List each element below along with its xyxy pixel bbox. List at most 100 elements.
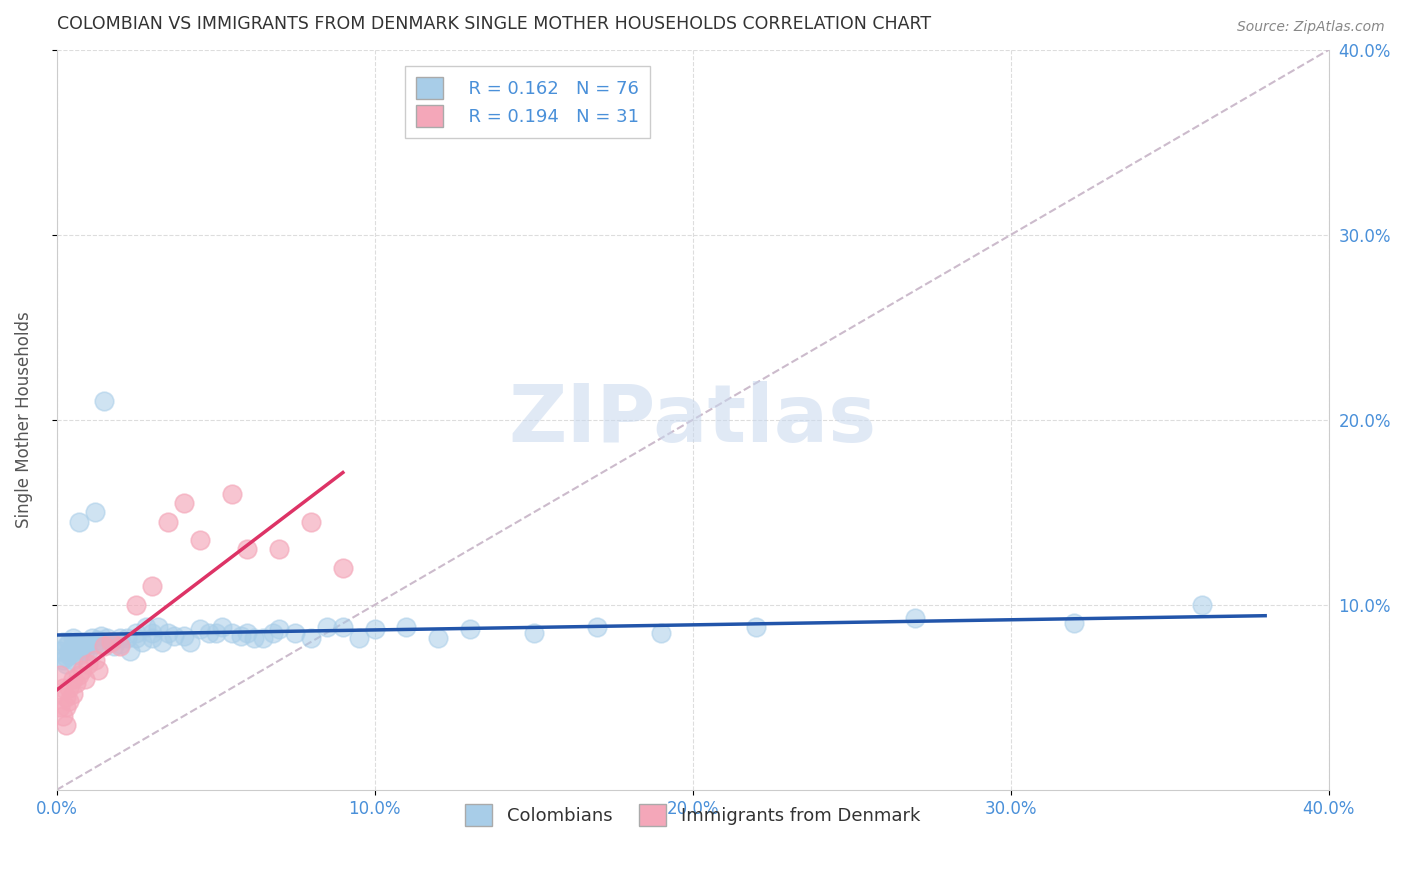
- Point: [427, 631, 450, 645]
- Point: [70, 635, 93, 649]
- Point: [332, 561, 354, 575]
- Point: [77, 644, 100, 658]
- Point: [198, 625, 221, 640]
- Point: [77, 657, 100, 672]
- Point: [90, 629, 112, 643]
- Point: [87, 663, 110, 677]
- Text: COLOMBIAN VS IMMIGRANTS FROM DENMARK SINGLE MOTHER HOUSEHOLDS CORRELATION CHART: COLOMBIAN VS IMMIGRANTS FROM DENMARK SIN…: [56, 15, 931, 33]
- Point: [49, 644, 72, 658]
- Point: [62, 639, 84, 653]
- Point: [163, 629, 186, 643]
- Point: [316, 620, 339, 634]
- Point: [67, 668, 90, 682]
- Point: [650, 625, 672, 640]
- Point: [103, 639, 125, 653]
- Point: [262, 625, 284, 640]
- Point: [55, 718, 77, 732]
- Point: [62, 653, 84, 667]
- Point: [269, 542, 291, 557]
- Point: [745, 620, 768, 634]
- Point: [395, 620, 418, 634]
- Legend: Colombians, Immigrants from Denmark: Colombians, Immigrants from Denmark: [454, 793, 931, 837]
- Point: [55, 690, 77, 705]
- Point: [75, 672, 97, 686]
- Point: [173, 629, 195, 643]
- Point: [110, 637, 132, 651]
- Point: [58, 694, 80, 708]
- Point: [55, 657, 77, 672]
- Point: [188, 533, 211, 548]
- Point: [243, 631, 266, 645]
- Point: [77, 635, 100, 649]
- Point: [252, 631, 274, 645]
- Point: [55, 649, 77, 664]
- Point: [49, 668, 72, 682]
- Point: [87, 633, 110, 648]
- Point: [93, 394, 115, 409]
- Point: [52, 635, 75, 649]
- Point: [131, 635, 153, 649]
- Point: [62, 687, 84, 701]
- Point: [100, 635, 122, 649]
- Point: [141, 631, 163, 645]
- Text: Source: ZipAtlas.com: Source: ZipAtlas.com: [1237, 20, 1385, 34]
- Point: [284, 625, 307, 640]
- Point: [179, 635, 201, 649]
- Point: [96, 631, 118, 645]
- Point: [49, 699, 72, 714]
- Point: [211, 620, 233, 634]
- Point: [75, 644, 97, 658]
- Point: [221, 487, 243, 501]
- Point: [135, 620, 157, 634]
- Point: [299, 631, 322, 645]
- Point: [83, 637, 105, 651]
- Point: [65, 635, 87, 649]
- Point: [67, 648, 90, 662]
- Point: [523, 625, 546, 640]
- Point: [70, 663, 93, 677]
- Point: [125, 598, 148, 612]
- Point: [65, 675, 87, 690]
- Point: [58, 681, 80, 695]
- Point: [52, 653, 75, 667]
- Point: [118, 644, 141, 658]
- Point: [1063, 616, 1085, 631]
- Point: [93, 639, 115, 653]
- Point: [62, 631, 84, 645]
- Point: [141, 579, 163, 593]
- Point: [188, 622, 211, 636]
- Point: [125, 631, 148, 645]
- Point: [62, 672, 84, 686]
- Point: [125, 625, 148, 640]
- Point: [80, 631, 103, 645]
- Point: [229, 629, 252, 643]
- Point: [93, 637, 115, 651]
- Point: [65, 644, 87, 658]
- Point: [110, 639, 132, 653]
- Point: [204, 625, 226, 640]
- Point: [332, 620, 354, 634]
- Point: [156, 515, 179, 529]
- Point: [70, 642, 93, 657]
- Point: [1191, 598, 1213, 612]
- Point: [236, 542, 259, 557]
- Point: [67, 515, 90, 529]
- Text: ZIPatlas: ZIPatlas: [509, 381, 877, 458]
- Point: [141, 625, 163, 640]
- Point: [150, 635, 173, 649]
- Point: [75, 639, 97, 653]
- Point: [363, 622, 385, 636]
- Point: [236, 625, 259, 640]
- Point: [173, 496, 195, 510]
- Point: [55, 699, 77, 714]
- Point: [458, 622, 481, 636]
- Point: [67, 639, 90, 653]
- Point: [299, 515, 322, 529]
- Point: [148, 620, 170, 634]
- Point: [58, 635, 80, 649]
- Point: [904, 611, 927, 625]
- Point: [221, 625, 243, 640]
- Point: [100, 635, 122, 649]
- Point: [55, 639, 77, 653]
- Point: [156, 625, 179, 640]
